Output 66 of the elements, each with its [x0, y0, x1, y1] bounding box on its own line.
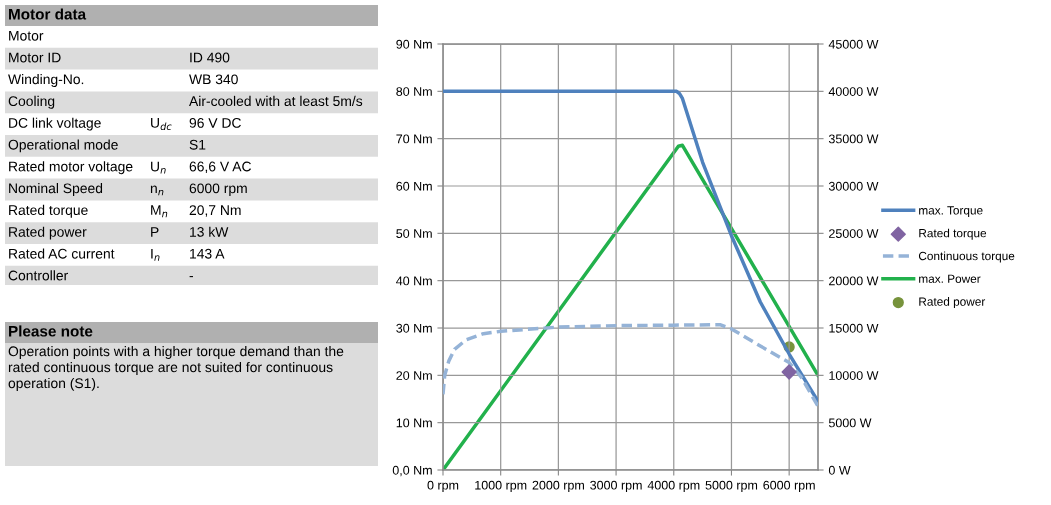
text: Cooling [8, 95, 55, 109]
text: Operation points with a higher torque demand than the rated continuous torque are not suited for continuous operation (S1). [8, 346, 344, 391]
text: DC link voltage [9, 117, 101, 131]
line-series [443, 89, 818, 404]
y2-tick-label: 30000 W [828, 181, 879, 191]
x-tick-label: 0 rpm [427, 480, 459, 493]
text: 20,7 Nm [189, 205, 241, 217]
text: Operational mode [8, 139, 118, 153]
y2-tick-label: 5000 W [828, 418, 872, 428]
y2-tick-label: 0 W [828, 465, 851, 475]
text: Rated torque [9, 204, 88, 218]
y-tick-label: 40 Nm [396, 276, 432, 286]
text: M$_{n}$ [151, 205, 168, 218]
y-tick-label: 90 Nm [396, 39, 432, 49]
x-tick-label: 2000 rpm [532, 480, 584, 493]
text: Rated motor voltage [9, 161, 133, 175]
y-tick-label: 10 Nm [396, 418, 432, 428]
y-tick-label: 60 Nm [396, 181, 432, 191]
legend-label: max. Power [919, 274, 981, 283]
legend-label: Continuous torque [918, 251, 1015, 263]
y-tick-label: 80 Nm [396, 87, 432, 96]
y-tick-label: 20 Nm [396, 371, 432, 380]
text: U$_{n}$ [151, 161, 166, 174]
text: Please note [9, 325, 93, 337]
text: Motor data [9, 8, 87, 20]
x-tick-label: 6000 rpm [763, 480, 815, 493]
y-tick-label: 30 Nm [396, 323, 432, 333]
y-tick-label: 0,0 Nm [392, 465, 432, 477]
text: Rated power [9, 226, 87, 240]
y-tick-label: 70 Nm [396, 134, 432, 144]
text: 66,6 V AC [189, 161, 252, 174]
text: I$_{n}$ [151, 248, 160, 261]
text: ID 490 [190, 52, 230, 63]
y2-tick-label: 45000 W [828, 39, 879, 49]
x-tick-label: 1000 rpm [475, 480, 527, 493]
y2-tick-label: 15000 W [829, 323, 879, 333]
y2-tick-label: 25000 W [829, 229, 879, 238]
text: U$_{dc}$ [151, 118, 172, 131]
text: 143 A [190, 248, 225, 259]
text: n$_{n}$ [150, 185, 164, 196]
legend-label: Rated torque [919, 228, 987, 240]
legend-label: Rated power [919, 297, 986, 309]
y-tick-label: 50 Nm [396, 229, 432, 238]
text: S1 [189, 139, 206, 150]
text: Winding-No. [8, 74, 84, 87]
text: Rated AC current [9, 248, 115, 259]
text: 6000 rpm [189, 183, 247, 196]
text: Air-cooled with at least 5m/s [189, 95, 363, 107]
text: WB 340 [189, 74, 238, 85]
y2-tick-label: 20000 W [829, 276, 879, 286]
y2-tick-label: 10000 W [829, 371, 879, 380]
text: Controller [8, 270, 68, 281]
text: Motor [9, 30, 44, 41]
legend-label: max. Torque [919, 206, 983, 217]
x-tick-label: 4000 rpm [647, 480, 700, 493]
text: Motor ID [9, 52, 61, 63]
x-tick-label: 5000 rpm [705, 480, 758, 493]
y2-tick-label: 40000 W [828, 87, 879, 96]
line-series [443, 322, 818, 408]
text: - [189, 276, 194, 278]
x-tick-label: 3000 rpm [590, 480, 642, 493]
text: P [151, 227, 159, 237]
text: Nominal Speed [9, 183, 103, 196]
text: 96 V DC [189, 117, 241, 128]
text: 13 kW [190, 226, 229, 237]
y2-tick-label: 35000 W [828, 134, 879, 144]
